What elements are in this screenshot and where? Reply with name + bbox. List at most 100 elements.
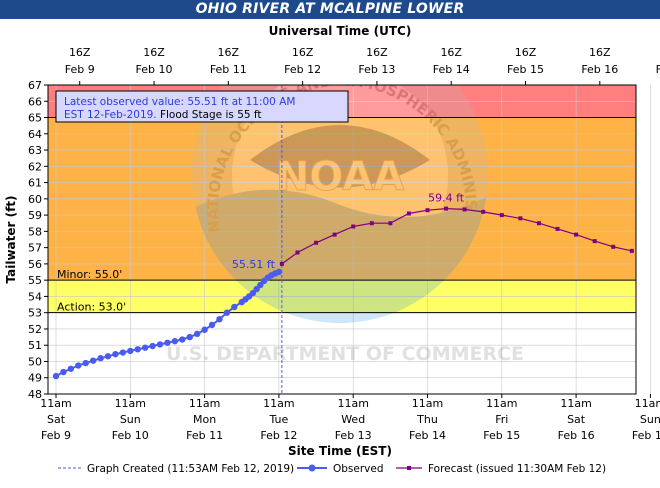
bottom-tick-label-hour: 11am: [486, 397, 517, 410]
observed-point: [208, 321, 216, 329]
observed-point: [201, 326, 208, 333]
bottom-tick-label-date: Feb 15: [483, 429, 520, 442]
observed-point: [75, 362, 82, 369]
bottom-tick-label-date: Feb 16: [558, 429, 595, 442]
observed-point: [82, 359, 89, 367]
y-tick-label: 59: [28, 209, 42, 222]
y-tick-label: 49: [28, 372, 42, 385]
bottom-tick-label-day: Mon: [193, 413, 216, 426]
y-tick-label: 56: [28, 258, 42, 271]
forecast-point: [295, 250, 300, 255]
observed-point: [119, 349, 127, 356]
bottom-tick-label-hour: 11am: [189, 397, 220, 410]
legend-observed-label: Observed: [333, 463, 384, 475]
y-tick-label: 65: [28, 112, 42, 125]
top-tick-label-date: Feb 16: [581, 63, 618, 76]
observed-point: [89, 357, 97, 364]
top-tick-label-hour: 16Z: [515, 46, 537, 59]
forecast-point: [481, 209, 486, 214]
annotations: 59.4 ft 55.51 ft Latest observed value: 55…: [55, 90, 465, 271]
bottom-tick-label-day: Wed: [341, 413, 365, 426]
top-tick-label-date: Feb 15: [507, 63, 544, 76]
y-axis-title: Tailwater (ft): [4, 195, 18, 283]
bottom-tick-label-day: Sun: [120, 413, 141, 426]
forecast-point: [574, 232, 579, 237]
forecast-point: [406, 211, 411, 216]
series: [52, 206, 634, 380]
bottom-axis-title: Site Time (EST): [288, 444, 392, 458]
bottom-tick-label-hour: 11am: [263, 397, 294, 410]
top-tick-label-date: Feb 13: [358, 63, 395, 76]
stage-band-0: [48, 312, 636, 394]
y-tick-label: 57: [28, 242, 42, 255]
y-tick-label: 51: [28, 339, 42, 352]
top-axis-title: Universal Time (UTC): [269, 24, 412, 38]
observed-point: [216, 315, 223, 323]
y-tick-label: 53: [28, 307, 42, 320]
top-tick-label-date: Feb 12: [284, 63, 321, 76]
forecast-point: [462, 207, 467, 212]
observed-point: [186, 333, 193, 341]
top-tick-label-hour: 16Z: [218, 46, 240, 59]
observed-point: [231, 303, 238, 311]
y-tick-label: 63: [28, 144, 42, 157]
bottom-tick-label-hour: 11am: [115, 397, 146, 410]
bottom-tick-label-date: Feb 13: [335, 429, 372, 442]
top-tick-label-date: Feb 9: [65, 63, 95, 76]
threshold-label-0: Minor: 55.0': [57, 268, 122, 281]
top-tick-label-hour: 16Z: [589, 46, 611, 59]
noaa-logo-icon: [192, 85, 488, 323]
bottom-tick-label-day: Tue: [269, 413, 289, 426]
y-tick-label: 60: [28, 193, 42, 206]
bottom-tick-label-day: Sat: [567, 413, 586, 426]
forecast-point: [555, 226, 560, 231]
bottom-tick-label-date: Feb 12: [260, 429, 297, 442]
bottom-tick-label-day: Sat: [47, 413, 66, 426]
bottom-tick-label-day: Fri: [495, 413, 508, 426]
forecast-point: [444, 206, 449, 211]
forecast-point: [351, 224, 356, 229]
forecast-point: [369, 221, 374, 226]
bottom-tick-label-hour: 11am: [337, 397, 368, 410]
top-tick-label-date: Feb 11: [210, 63, 247, 76]
legend-created-label: Graph Created (11:53AM Feb 12, 2019): [87, 463, 294, 475]
y-tick-label: 54: [28, 290, 42, 303]
chart-title: OHIO RIVER AT MCALPINE LOWER: [195, 1, 465, 17]
info-box-line2: EST 12-Feb-2019. Flood Stage is 55 ft: [64, 109, 262, 121]
observed-point: [127, 347, 134, 355]
observed-point: [179, 336, 186, 343]
forecast-point: [314, 240, 319, 245]
legend-observed-swatch-dot: [308, 464, 316, 472]
observed-point: [97, 355, 104, 362]
bottom-tick-label-day: Thu: [416, 413, 438, 426]
bottom-tick-label-date: Feb 9: [41, 429, 71, 442]
threshold-label-1: Action: 53.0': [57, 301, 126, 314]
y-tick-label: 58: [28, 225, 42, 238]
observed-point: [104, 353, 112, 360]
y-tick-label: 61: [28, 177, 42, 190]
observed-point: [52, 372, 60, 380]
bottom-tick-label-date: Feb 10: [112, 429, 149, 442]
bottom-tick-label-hour: 11am: [635, 397, 660, 410]
observed-point: [257, 281, 264, 289]
top-tick-label-hour: 16Z: [69, 46, 91, 59]
top-tick-label-date: Feb 17: [656, 63, 660, 76]
top-tick-label-hour: 16Z: [143, 46, 165, 59]
top-tick-label-hour: 16Z: [292, 46, 314, 59]
bottom-tick-label-date: Feb 17: [632, 429, 660, 442]
observed-point: [141, 344, 149, 351]
observed-point: [60, 368, 67, 376]
bottom-tick-label-hour: 11am: [40, 397, 71, 410]
observed-point: [164, 339, 171, 346]
y-tick-label: 67: [28, 79, 42, 92]
y-tick-label: 66: [28, 95, 42, 108]
forecast-point: [536, 221, 541, 226]
y-tick-label: 55: [28, 274, 42, 287]
legend-forecast-label: Forecast (issued 11:30AM Feb 12): [428, 463, 606, 475]
observed-point: [253, 285, 260, 293]
info-box: [55, 90, 349, 123]
observed-point: [67, 365, 75, 372]
bottom-tick-label-hour: 11am: [560, 397, 591, 410]
observed-point: [193, 330, 201, 338]
